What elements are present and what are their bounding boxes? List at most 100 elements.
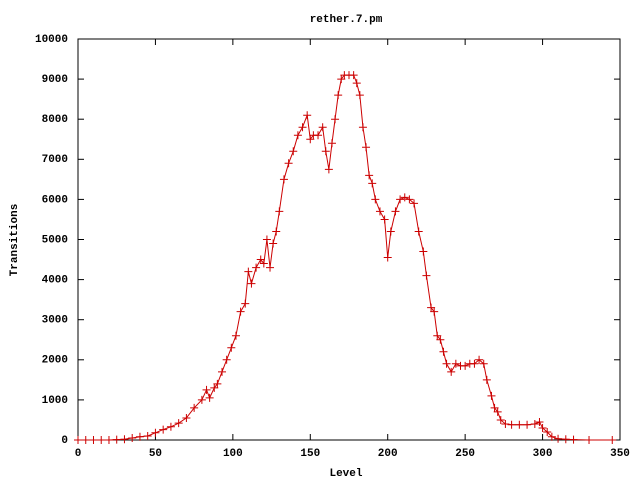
point-marker <box>475 355 484 364</box>
x-tick-label: 150 <box>300 448 320 460</box>
point-marker <box>256 255 265 264</box>
point-marker <box>266 263 275 272</box>
point-marker <box>159 425 168 434</box>
point-marker <box>334 91 343 100</box>
point-marker <box>427 303 436 312</box>
point-marker <box>97 436 106 444</box>
point-marker <box>496 415 505 424</box>
point-marker <box>143 431 152 440</box>
point-marker <box>487 391 496 400</box>
y-tick-label: 2000 <box>42 355 68 367</box>
point-marker <box>396 195 405 204</box>
point-marker <box>89 436 98 444</box>
point-marker <box>289 147 298 156</box>
point-marker <box>436 335 445 344</box>
point-marker <box>608 436 617 444</box>
point-marker <box>414 227 423 236</box>
point-marker <box>439 347 448 356</box>
x-tick-label: 0 <box>75 448 82 460</box>
x-axis-label: Level <box>329 468 362 480</box>
point-marker <box>530 419 539 428</box>
point-marker <box>218 367 227 376</box>
point-marker <box>205 393 214 402</box>
point-marker <box>272 227 281 236</box>
point-marker <box>419 247 428 256</box>
point-marker <box>182 413 191 422</box>
point-marker <box>451 359 460 368</box>
point-marker <box>293 131 302 140</box>
y-tick-label: 0 <box>61 435 68 447</box>
point-marker <box>355 91 364 100</box>
point-marker <box>535 417 544 426</box>
point-marker <box>400 193 409 202</box>
point-marker <box>259 259 268 268</box>
point-marker <box>81 436 90 444</box>
point-marker <box>371 195 380 204</box>
point-marker <box>430 307 439 316</box>
point-marker <box>547 432 556 441</box>
point-marker <box>151 428 160 437</box>
point-marker <box>447 367 456 376</box>
point-marker <box>482 375 491 384</box>
point-marker <box>515 420 524 429</box>
point-marker <box>279 175 288 184</box>
point-marker <box>314 131 323 140</box>
y-tick-label: 4000 <box>42 275 68 287</box>
point-marker <box>324 165 333 174</box>
point-marker <box>213 379 222 388</box>
point-marker <box>128 433 137 442</box>
y-tick-label: 9000 <box>42 74 68 86</box>
series-line <box>78 74 613 441</box>
point-marker <box>112 435 121 444</box>
point-marker <box>252 263 261 272</box>
y-tick-label: 8000 <box>42 114 68 126</box>
point-marker <box>507 420 516 429</box>
y-axis-label: Transitions <box>9 204 21 277</box>
point-marker <box>554 434 563 443</box>
point-marker <box>331 115 340 124</box>
point-marker <box>561 435 570 444</box>
point-marker <box>104 436 113 444</box>
point-marker <box>365 171 374 180</box>
point-marker <box>269 239 278 248</box>
point-marker <box>490 403 499 412</box>
point-marker <box>543 427 552 436</box>
point-marker <box>227 343 236 352</box>
x-tick-label: 50 <box>149 448 162 460</box>
point-marker <box>358 123 367 132</box>
y-tick-label: 1000 <box>42 395 68 407</box>
y-tick-label: 10000 <box>35 34 68 46</box>
x-tick-label: 300 <box>533 448 553 460</box>
point-marker <box>470 359 479 368</box>
point-marker <box>321 147 330 156</box>
point-marker <box>262 235 271 244</box>
point-marker <box>405 195 414 204</box>
point-marker <box>222 355 231 364</box>
point-marker <box>352 79 361 88</box>
point-marker <box>74 436 82 444</box>
point-marker <box>327 139 336 148</box>
y-tick-label: 7000 <box>42 154 68 166</box>
y-tick-label: 5000 <box>42 234 68 246</box>
point-marker <box>306 135 315 144</box>
point-marker <box>569 435 578 444</box>
point-marker <box>422 271 431 280</box>
point-marker <box>202 385 211 394</box>
point-marker <box>275 207 284 216</box>
point-marker <box>501 419 510 428</box>
x-tick-label: 100 <box>223 448 243 460</box>
point-marker <box>247 279 256 288</box>
point-marker <box>433 331 442 340</box>
point-marker <box>197 395 206 404</box>
point-marker <box>368 179 377 188</box>
point-marker <box>236 307 245 316</box>
point-marker <box>120 435 129 444</box>
point-marker <box>190 403 199 412</box>
point-marker <box>442 359 451 368</box>
x-tick-label: 200 <box>378 448 398 460</box>
point-marker <box>241 299 250 308</box>
point-marker <box>391 207 400 216</box>
point-marker <box>174 419 183 428</box>
point-marker <box>380 215 389 224</box>
